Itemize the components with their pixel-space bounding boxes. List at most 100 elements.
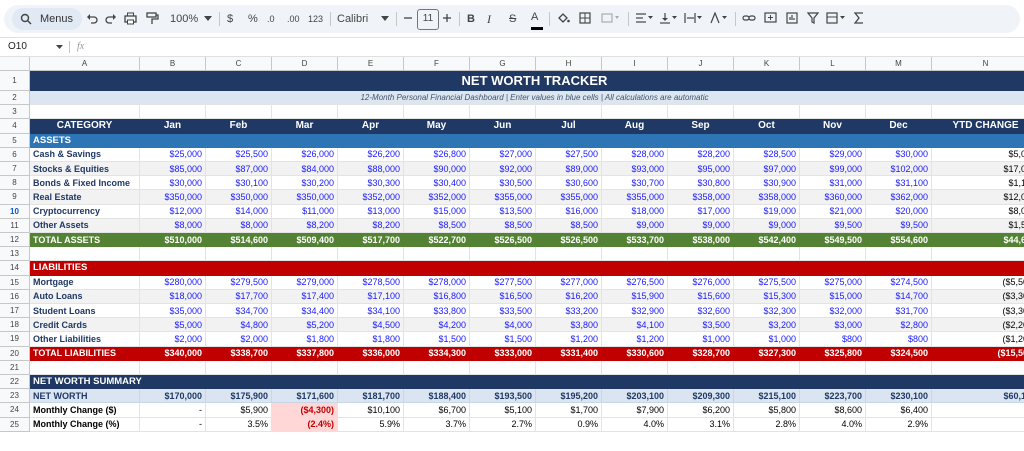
value-cell[interactable]: $1,800 (272, 332, 338, 347)
cell[interactable] (668, 105, 734, 120)
increase-decimal-button[interactable]: .00 (287, 14, 300, 24)
value-cell[interactable]: $87,000 (206, 162, 272, 177)
value-cell[interactable]: $334,300 (404, 346, 470, 361)
value-cell[interactable]: $31,000 (800, 176, 866, 191)
value-cell[interactable]: $355,000 (470, 190, 536, 205)
value-cell[interactable]: $800 (866, 332, 932, 347)
column-title[interactable]: Apr (338, 119, 404, 134)
row-label[interactable]: TOTAL ASSETS (30, 233, 140, 248)
column-header[interactable]: G (470, 57, 536, 71)
column-header[interactable]: E (338, 57, 404, 71)
row-number[interactable]: 10 (0, 204, 30, 219)
ytd-cell[interactable]: ($1,200) (932, 332, 1024, 347)
value-cell[interactable]: $8,500 (470, 218, 536, 233)
value-cell[interactable]: $526,500 (470, 233, 536, 248)
value-cell[interactable]: - (140, 403, 206, 418)
row-number[interactable]: 4 (0, 119, 30, 134)
section-header[interactable]: ASSETS (30, 133, 1024, 148)
cell[interactable] (206, 105, 272, 120)
value-cell[interactable]: $350,000 (206, 190, 272, 205)
row-number[interactable]: 12 (0, 233, 30, 248)
value-cell[interactable]: $170,000 (140, 389, 206, 404)
value-cell[interactable]: $278,500 (338, 275, 404, 290)
column-title[interactable]: Sep (668, 119, 734, 134)
ytd-cell[interactable]: ($15,500) (932, 346, 1024, 361)
merge-button[interactable] (601, 5, 621, 33)
cell[interactable] (866, 360, 932, 375)
value-cell[interactable]: $230,100 (866, 389, 932, 404)
value-cell[interactable]: $203,100 (602, 389, 668, 404)
value-cell[interactable]: $14,000 (206, 204, 272, 219)
value-cell[interactable]: $28,200 (668, 147, 734, 162)
link-button[interactable] (742, 5, 756, 33)
column-title[interactable]: YTD CHANGE (932, 119, 1024, 134)
value-cell[interactable]: $538,000 (668, 233, 734, 248)
row-number[interactable]: 24 (0, 403, 30, 418)
value-cell[interactable]: $8,200 (338, 218, 404, 233)
value-cell[interactable]: $522,700 (404, 233, 470, 248)
cell[interactable] (272, 105, 338, 120)
row-label[interactable]: Monthly Change (%) (30, 417, 140, 432)
row-number[interactable]: 23 (0, 389, 30, 404)
value-cell[interactable]: $99,000 (800, 162, 866, 177)
value-cell[interactable]: $340,000 (140, 346, 206, 361)
value-cell[interactable]: $92,000 (470, 162, 536, 177)
cell[interactable] (338, 360, 404, 375)
value-cell[interactable]: $13,000 (338, 204, 404, 219)
cell[interactable] (30, 360, 140, 375)
value-cell[interactable]: $3,800 (536, 318, 602, 333)
value-cell[interactable]: $5,800 (734, 403, 800, 418)
cell[interactable] (734, 360, 800, 375)
value-cell[interactable]: $29,000 (800, 147, 866, 162)
value-cell[interactable]: $181,700 (338, 389, 404, 404)
value-cell[interactable]: $32,900 (602, 304, 668, 319)
value-cell[interactable]: $35,000 (140, 304, 206, 319)
cell[interactable] (932, 105, 1024, 120)
font-size-decrease[interactable] (403, 5, 415, 33)
cell[interactable] (800, 360, 866, 375)
value-cell[interactable]: $19,000 (734, 204, 800, 219)
value-cell[interactable]: $4,100 (602, 318, 668, 333)
value-cell[interactable]: 3.7% (404, 417, 470, 432)
cell[interactable] (140, 105, 206, 120)
value-cell[interactable]: $358,000 (668, 190, 734, 205)
italic-button[interactable]: I (487, 12, 491, 26)
row-number[interactable]: 11 (0, 218, 30, 233)
value-cell[interactable]: $1,000 (668, 332, 734, 347)
cell[interactable] (470, 247, 536, 262)
row-number[interactable]: 19 (0, 332, 30, 347)
column-header[interactable]: H (536, 57, 602, 71)
row-label[interactable]: Stocks & Equities (30, 162, 140, 177)
wrap-button[interactable] (684, 5, 704, 33)
value-cell[interactable]: $279,000 (272, 275, 338, 290)
value-cell[interactable]: $17,100 (338, 289, 404, 304)
value-cell[interactable]: $15,600 (668, 289, 734, 304)
column-header[interactable]: I (602, 57, 668, 71)
filter-views-button[interactable] (826, 5, 848, 33)
value-cell[interactable]: $7,900 (602, 403, 668, 418)
cell[interactable] (404, 105, 470, 120)
value-cell[interactable]: $193,500 (470, 389, 536, 404)
value-cell[interactable]: $17,700 (206, 289, 272, 304)
cell[interactable] (800, 105, 866, 120)
row-label[interactable]: Other Assets (30, 218, 140, 233)
value-cell[interactable]: $352,000 (404, 190, 470, 205)
value-cell[interactable]: $85,000 (140, 162, 206, 177)
section-header[interactable]: NET WORTH SUMMARY (30, 375, 1024, 390)
value-cell[interactable]: $26,000 (272, 147, 338, 162)
column-title[interactable]: Aug (602, 119, 668, 134)
value-cell[interactable]: $6,700 (404, 403, 470, 418)
value-cell[interactable]: $1,200 (536, 332, 602, 347)
value-cell[interactable]: $175,900 (206, 389, 272, 404)
value-cell[interactable]: $331,400 (536, 346, 602, 361)
row-number[interactable]: 13 (0, 247, 30, 262)
value-cell[interactable]: $358,000 (734, 190, 800, 205)
column-header[interactable]: K (734, 57, 800, 71)
value-cell[interactable]: $30,500 (470, 176, 536, 191)
value-cell[interactable]: $333,000 (470, 346, 536, 361)
ytd-cell[interactable]: $44,600 (932, 233, 1024, 248)
row-label[interactable]: Other Liabilities (30, 332, 140, 347)
row-number[interactable]: 21 (0, 360, 30, 375)
value-cell[interactable]: $1,700 (536, 403, 602, 418)
value-cell[interactable]: $90,000 (404, 162, 470, 177)
